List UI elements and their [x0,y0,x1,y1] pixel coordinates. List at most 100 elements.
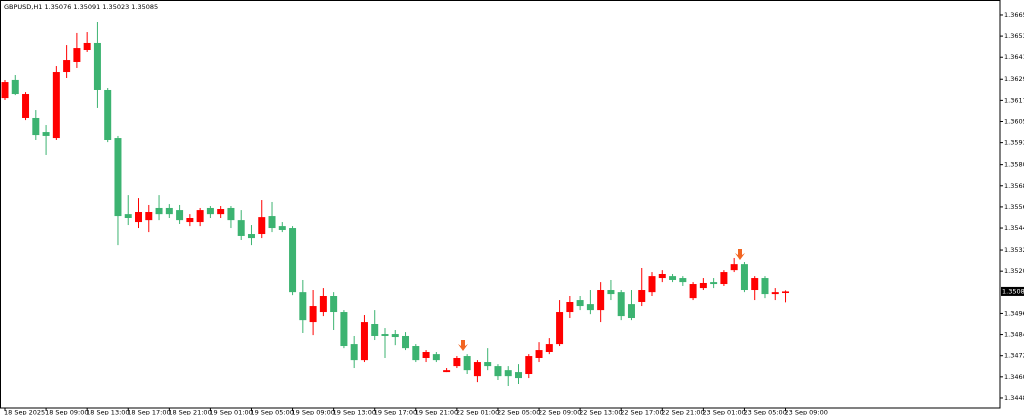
signal-arrow [735,249,745,260]
last-price-label: 1.35085 [1002,287,1024,295]
x-tick-label: 19 Sep 13:00 [333,409,376,415]
chart-title: GBPUSD,H1 1.35076 1.35091 1.35023 1.3508… [4,3,158,11]
candle-body [689,284,697,299]
plot-frame [0,0,1001,409]
candle-body [597,290,605,311]
candle-body [350,344,358,361]
candle-body [473,362,481,377]
candle-body [237,220,245,236]
x-tick-label: 23 Sep 05:00 [743,409,786,415]
candle-body [165,207,173,215]
candle-body [638,290,646,302]
candle-body [124,214,132,218]
candle-body [699,282,707,289]
y-tick-label: 1.34840 [1004,331,1024,339]
candle-body [525,356,533,375]
x-tick-label: 19 Sep 17:00 [374,409,417,415]
candle-body [586,304,594,311]
x-tick-label: 19 Sep 05:00 [250,409,293,415]
candle-body [515,372,522,379]
candle-body [545,344,553,353]
candle-body [771,292,779,295]
candle-body [289,228,297,293]
candle-body [155,207,163,215]
x-tick-label: 22 Sep 21:00 [661,409,704,415]
candle-body [761,278,769,295]
x-tick-label: 22 Sep 09:00 [538,409,581,415]
candle-body [658,273,666,279]
candle-body [360,322,368,361]
candle-body [463,356,471,371]
x-tick-label: 22 Sep 05:00 [497,409,540,415]
candle-body [309,306,317,323]
candle-body [258,217,266,235]
candle-body [453,357,461,367]
candle-body [391,334,399,338]
candle-body [206,207,214,215]
candle-body [319,296,327,313]
y-tick-label: 1.35320 [1004,246,1024,254]
candle-body [1,82,9,99]
y-tick-label: 1.34600 [1004,373,1024,381]
candle-body [135,212,143,223]
y-tick-label: 1.35930 [1004,139,1024,147]
candle-body [402,335,410,349]
candle-body [247,234,255,239]
candle-body [52,72,60,139]
x-tick-label: 22 Sep 01:00 [456,409,499,415]
y-tick-label: 1.35445 [1004,224,1024,232]
x-tick-label: 18 Sep 09:00 [45,409,88,415]
candle-body [217,209,225,215]
y-tick-label: 1.35565 [1004,203,1024,211]
candle-body [422,352,430,358]
y-tick-label: 1.36050 [1004,118,1024,126]
candle-body [556,312,564,345]
x-tick-label: 19 Sep 09:00 [292,409,335,415]
x-tick-label: 18 Sep 13:00 [86,409,129,415]
candle-body [412,346,420,361]
y-tick-label: 1.36415 [1004,53,1024,61]
candle-body [443,370,451,373]
x-tick-label: 22 Sep 13:00 [579,409,622,415]
y-tick-label: 1.36655 [1004,11,1024,19]
y-tick-label: 1.35685 [1004,182,1024,190]
x-tick-label: 18 Sep 21:00 [168,409,211,415]
candle-body [11,79,19,95]
candle-body [330,296,338,313]
candle-body [504,370,512,377]
x-tick-label: 18 Sep 2025 [4,409,45,415]
candle-body [710,282,718,285]
x-tick-label: 19 Sep 21:00 [415,409,458,415]
candle-body [627,304,635,319]
candle-body [679,278,687,283]
candle-body [268,216,276,229]
candle-body [42,132,50,136]
candle-body [299,292,307,321]
candle-body [196,210,204,223]
candle-body [145,212,153,221]
y-tick-label: 1.35200 [1004,267,1024,275]
candle-body [114,138,122,217]
y-tick-label: 1.34960 [1004,309,1024,317]
x-tick-label: 18 Sep 17:00 [127,409,170,415]
candle-body [782,291,790,294]
y-tick-label: 1.36535 [1004,32,1024,40]
candle-body [63,60,71,73]
candle-body [484,362,492,367]
y-tick-label: 1.34480 [1004,394,1024,402]
candle-body [607,290,615,295]
candle-body [22,94,30,118]
y-tick-label: 1.35805 [1004,161,1024,169]
candle-body [751,278,759,291]
x-tick-label: 23 Sep 09:00 [785,409,828,415]
last-price-box [1001,286,1024,296]
candle-body [381,334,389,336]
candle-body [73,48,81,62]
candle-body [535,350,543,358]
candle-body [648,276,656,293]
candle-body [576,300,584,307]
candle-body [104,89,112,140]
candle-body [730,264,738,271]
